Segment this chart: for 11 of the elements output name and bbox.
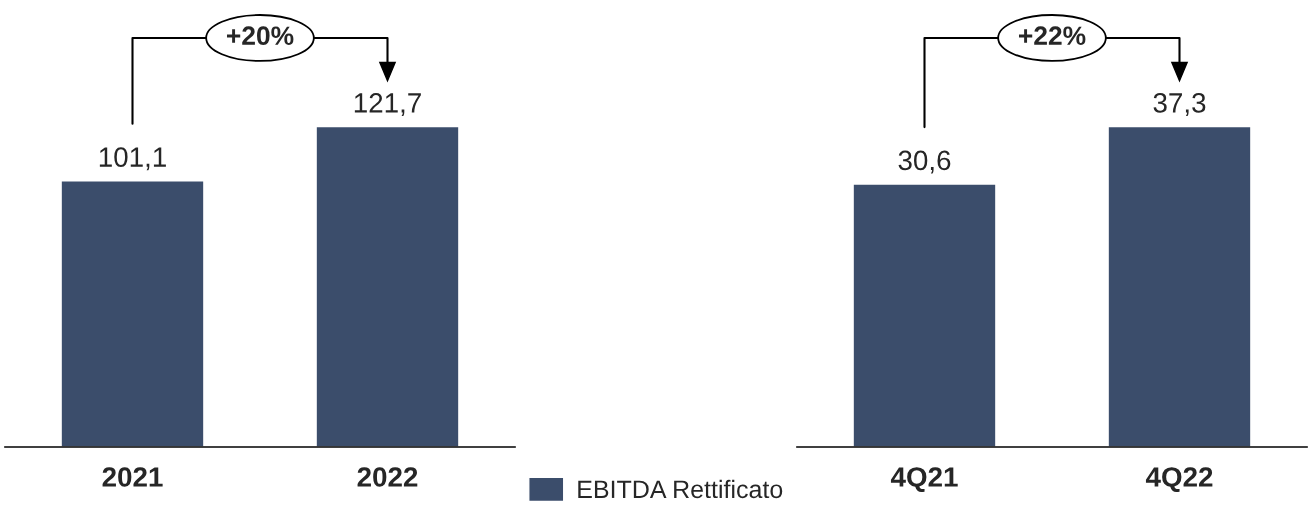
text: +20% <box>227 26 294 46</box>
text: +22% <box>1019 26 1086 45</box>
x-tick-label: 2021 <box>102 467 163 487</box>
data-label: 121,7 <box>354 93 421 116</box>
x-tick-label: 4Q21 <box>890 467 958 493</box>
data-label: 101,1 <box>99 147 166 171</box>
x-tick-label: 4Q22 <box>1145 467 1213 493</box>
data-label: 30,6 <box>898 150 951 174</box>
data-label: 37,3 <box>1153 93 1206 116</box>
x-tick-label: 2022 <box>357 467 418 487</box>
legend-label: EBITDA Rettificato <box>578 479 783 499</box>
